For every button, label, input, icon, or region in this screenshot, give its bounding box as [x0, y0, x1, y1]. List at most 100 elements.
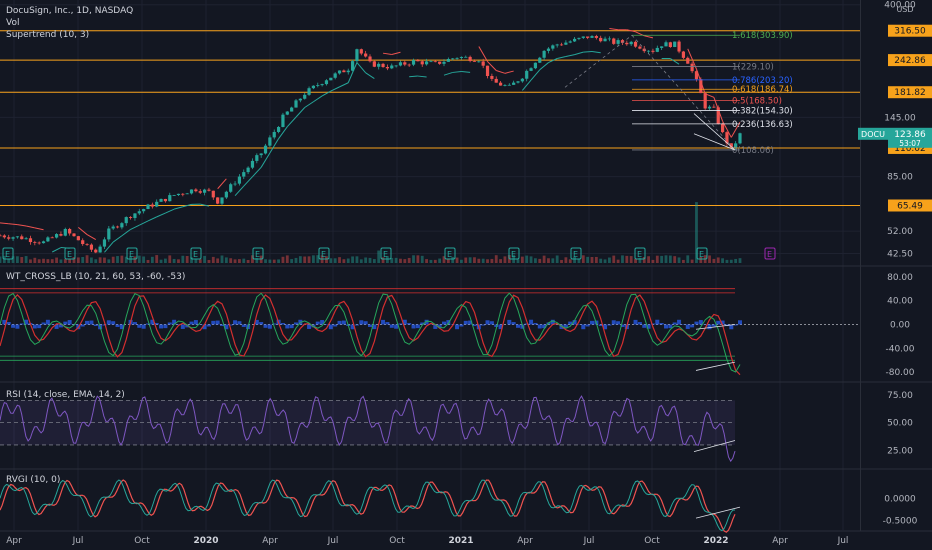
volume-bar	[329, 258, 333, 263]
candle-body	[494, 78, 498, 83]
candle-body	[551, 45, 555, 49]
wt-label[interactable]: WT_CROSS_LB (10, 21, 60, 53, -60, -53)	[6, 272, 186, 282]
supertrend-segment	[704, 93, 715, 98]
volume-bar	[42, 258, 45, 263]
volume-bar	[11, 256, 15, 263]
candle-body	[390, 65, 394, 69]
earnings-icon-letter: E	[383, 250, 388, 259]
volume-bar	[233, 259, 237, 263]
volume-bar	[181, 255, 185, 263]
wt-area-bar	[106, 320, 111, 325]
wt-area-bar	[690, 324, 695, 328]
earnings-icon	[318, 247, 330, 260]
volume-bar	[712, 258, 716, 263]
supertrend-segment	[121, 228, 131, 237]
volume-bar	[664, 255, 668, 263]
volume-bar	[460, 259, 463, 263]
wt-area-bar	[241, 324, 246, 327]
volume-bar	[386, 256, 389, 263]
supertrend-segment	[591, 50, 601, 54]
supertrend-segment	[365, 72, 375, 80]
volume-bar	[555, 255, 559, 263]
wt-axis-label: 0.00	[890, 321, 910, 331]
candle-body	[285, 111, 289, 115]
wt-area-bar	[163, 324, 168, 329]
volume-bar	[220, 255, 224, 263]
rvgi-legend: RVGI (10, 0)	[6, 474, 60, 486]
candle-body	[477, 61, 481, 63]
wt-divergence-line	[695, 361, 736, 371]
candle-body	[520, 78, 524, 82]
level-price-badge	[888, 86, 932, 99]
rvgi-label[interactable]: RVGI (10, 0)	[6, 475, 61, 485]
wt-area-bar	[85, 320, 90, 325]
wt-area-bar	[415, 324, 420, 329]
time-axis-label: Jul	[583, 536, 595, 546]
wt-legend: WT_CROSS_LB (10, 21, 60, 53, -60, -53)	[6, 271, 185, 283]
wt-area-bar	[620, 324, 625, 327]
candle-body	[89, 244, 94, 250]
volume-bar	[133, 256, 137, 263]
volume-bar	[625, 255, 629, 263]
rsi-line	[0, 395, 736, 463]
candle-body	[120, 223, 124, 228]
candle-body	[586, 36, 590, 38]
symbol-title[interactable]: DocuSign, Inc., 1D, NASDAQ	[6, 6, 134, 16]
rsi-axis-label: 25.00	[887, 447, 913, 457]
candle-body	[233, 183, 237, 185]
supertrend-segment	[583, 50, 593, 53]
wt-area-bar	[228, 324, 233, 326]
supertrend-label[interactable]: Supertrend (10, 3)	[6, 30, 90, 40]
supertrend-segment	[52, 247, 62, 253]
rsi-label[interactable]: RSI (14, close, EMA, 14, 2)	[6, 390, 125, 400]
wt-area-bar	[428, 323, 433, 325]
candle-body	[542, 50, 546, 58]
vol-label[interactable]: Vol	[6, 18, 20, 28]
candle-body	[503, 85, 507, 86]
candle-body	[81, 240, 85, 245]
earnings-icon-letter: E	[5, 250, 10, 259]
candle-body	[303, 94, 307, 99]
wt-area-bar	[315, 321, 320, 325]
earnings-icon-letter: E	[193, 250, 198, 259]
time-axis-label: 2022	[703, 536, 728, 546]
time-axis-label: 2020	[193, 536, 218, 546]
fib-level-label: 0(108.06)	[732, 146, 774, 156]
candle-body	[198, 191, 202, 193]
supertrend-segment	[8, 223, 18, 226]
symbol-badge-text: DOCU	[861, 130, 885, 139]
candle-body	[98, 246, 102, 253]
wt-area-bar	[224, 324, 229, 330]
supertrend-segment	[565, 54, 575, 58]
wt-area-bar	[263, 324, 268, 328]
candle-body	[716, 107, 720, 124]
volume-bar	[107, 259, 111, 263]
volume-bar	[468, 257, 472, 263]
candle-body	[646, 50, 651, 52]
candle-body	[276, 126, 281, 132]
supertrend-segment	[17, 224, 27, 227]
rvgi-divergence-line	[695, 506, 741, 519]
wt-area-bar	[646, 324, 651, 329]
volume-bar	[333, 258, 337, 263]
candle-body	[333, 73, 337, 78]
candle-body	[625, 42, 629, 45]
volume-bar	[290, 259, 294, 263]
candle-body	[655, 47, 659, 52]
supertrend-segment	[130, 224, 140, 230]
supertrend-segment	[139, 220, 149, 226]
supertrend-segment	[496, 70, 506, 74]
candle-body	[516, 81, 520, 83]
supertrend-segment	[461, 71, 471, 73]
supertrend-segment	[243, 176, 253, 187]
volume-bar	[729, 259, 733, 263]
wt-area-bar	[459, 324, 464, 327]
volume-bar	[529, 256, 533, 263]
supertrend-segment	[530, 69, 541, 81]
price-axis-label: 145.00	[884, 113, 916, 123]
candle-body	[533, 62, 538, 69]
wt-area-bar	[341, 320, 346, 325]
volume-bar	[551, 258, 555, 263]
candle-body	[681, 51, 686, 58]
